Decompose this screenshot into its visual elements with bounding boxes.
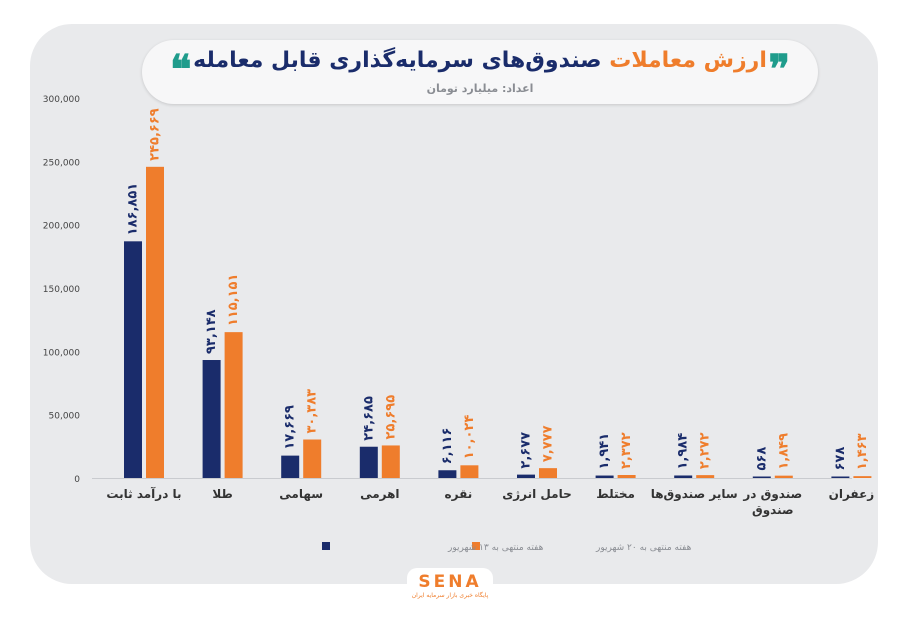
- title-accent: ارزش معاملات: [609, 48, 767, 73]
- y-tick-label: 200,000: [43, 222, 80, 232]
- bar-series1: [752, 476, 771, 478]
- data-label: ۶۷۸: [833, 447, 848, 471]
- x-tick-label: با درآمد ثابت: [106, 486, 181, 501]
- data-label: ۵۶۸: [754, 447, 769, 471]
- legend-label-series2: هفته منتهی به ۲۰ شهریور: [595, 543, 692, 553]
- bar-series1: [438, 470, 457, 478]
- data-label: ۱۷,۶۶۹: [283, 405, 298, 450]
- x-tick-label: صندوق: [752, 503, 794, 518]
- data-label: ۷,۷۷۷: [541, 425, 556, 462]
- bar-series2: [696, 475, 715, 478]
- data-label: ۱۰,۰۲۴: [462, 415, 477, 460]
- x-tick-label: طلا: [212, 487, 232, 501]
- data-label: ۱۱۵,۱۵۱: [226, 274, 241, 327]
- bar-series1: [595, 475, 614, 478]
- y-tick-label: 250,000: [43, 158, 80, 168]
- x-tick-label: سایر صندوق‌ها: [651, 487, 738, 502]
- y-tick-label: 300,000: [43, 95, 80, 105]
- bar-series2: [774, 475, 793, 478]
- x-tick-label: مختلط: [596, 487, 635, 501]
- data-label: ۳۰,۳۸۳: [305, 389, 320, 434]
- data-label: ۱,۴۶۳: [855, 433, 870, 470]
- x-tick-label: اهرمی: [360, 487, 399, 501]
- bar-series1: [517, 474, 535, 478]
- close-quote-icon: ❞: [768, 46, 790, 93]
- legend-swatch-series2: [472, 542, 480, 550]
- data-label: ۲,۲۷۲: [698, 432, 713, 469]
- data-label: ۲,۳۷۲: [619, 432, 634, 469]
- bar-series2: [617, 474, 636, 478]
- bar-series2: [460, 465, 479, 478]
- bar-series1: [281, 455, 300, 478]
- x-tick-label: زعفران: [829, 487, 875, 501]
- logo-subtext: پایگاه خبری بازار سرمایه ایران: [411, 592, 489, 599]
- bar-series1: [831, 476, 850, 478]
- y-tick-label: 50,000: [49, 412, 81, 422]
- data-label: ۹۳,۱۴۸: [204, 309, 219, 354]
- bar-series1: [202, 360, 221, 478]
- title-banner: ❝ ارزش معاملات صندوق‌های سرمایه‌گذاری قا…: [142, 40, 818, 104]
- sena-logo: SENA پایگاه خبری بازار سرمایه ایران: [407, 568, 493, 616]
- chart-title: ارزش معاملات صندوق‌های سرمایه‌گذاری قابل…: [142, 48, 818, 73]
- open-quote-icon: ❝: [170, 46, 192, 93]
- legend-label-series1: هفته منتهی به ۱۳ شهریور: [447, 543, 544, 553]
- bar-series2: [224, 332, 243, 478]
- data-label: ۱,۸۴۹: [776, 433, 791, 470]
- data-label: ۲,۶۷۷: [519, 432, 534, 469]
- data-label: ۲۵,۶۹۵: [383, 395, 398, 440]
- bar-series2: [539, 468, 557, 478]
- legend-swatch-series1: [322, 542, 330, 550]
- data-label: ۱,۹۸۴: [676, 433, 691, 470]
- data-label: ۱۸۶,۸۵۱: [126, 183, 141, 236]
- bar-series2: [303, 439, 322, 478]
- x-tick-label: حامل انرژی: [502, 487, 571, 501]
- y-tick-label: 100,000: [43, 348, 80, 358]
- y-tick-label: 0: [74, 475, 80, 485]
- bar-series2: [853, 476, 872, 478]
- data-label: ۱,۹۴۱: [597, 433, 612, 470]
- x-tick-label: نقره: [445, 487, 473, 501]
- logo-text: SENA: [418, 572, 482, 592]
- y-tick-label: 150,000: [43, 285, 80, 295]
- data-label: ۶,۱۱۶: [440, 428, 455, 465]
- bar-series2: [381, 445, 400, 478]
- x-tick-label: سهامی: [279, 487, 323, 501]
- bar-series1: [674, 475, 693, 478]
- title-main: صندوق‌های سرمایه‌گذاری قابل معامله: [193, 48, 602, 73]
- bar-series1: [124, 241, 142, 478]
- x-tick-label: صندوق در: [742, 487, 802, 502]
- bar-series1: [359, 446, 378, 478]
- chart-card: ❝ ارزش معاملات صندوق‌های سرمایه‌گذاری قا…: [30, 24, 878, 584]
- data-label: ۲۴۵,۶۶۹: [148, 108, 163, 161]
- bar-series2: [146, 166, 164, 478]
- chart-subtitle: اعداد: میلیارد تومان: [426, 82, 534, 95]
- data-label: ۲۴,۶۸۵: [361, 396, 376, 441]
